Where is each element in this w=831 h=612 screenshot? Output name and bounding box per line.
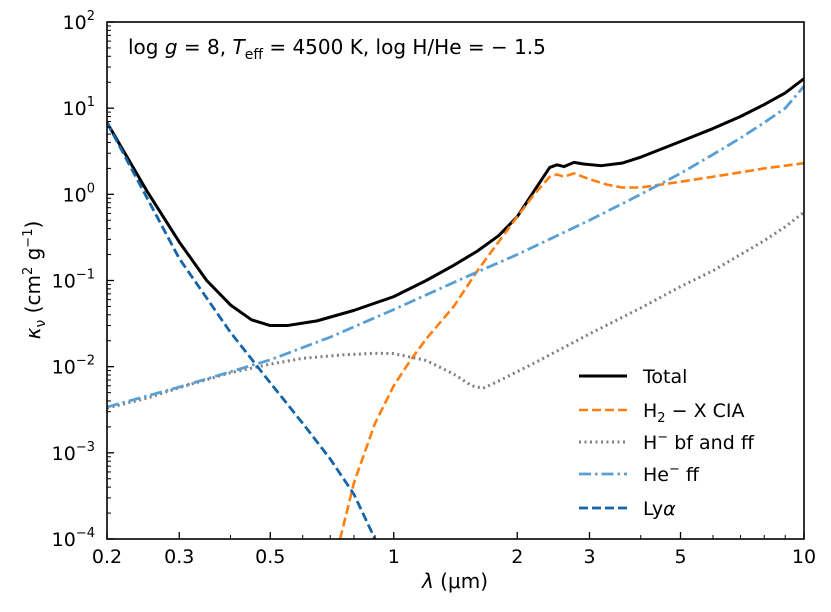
y-tick-label: 10−3: [52, 440, 95, 465]
legend-label-h2-cia: H2 − X CIA: [643, 400, 745, 426]
legend-label-hminus: H− bf and ff: [643, 430, 755, 454]
series-line-total: [107, 77, 804, 328]
x-tick-label: 10: [792, 546, 816, 568]
legend-label-total: Total: [642, 366, 687, 388]
x-tick-label: 5: [674, 546, 686, 568]
series-line-ly: [107, 121, 377, 539]
x-axis-label: λ (μm): [421, 569, 488, 593]
x-axis-ticks: 0.2 0.3 0.5 1 2 3 5 10: [92, 532, 816, 568]
y-tick-label: 10−2: [52, 354, 95, 379]
legend-label-lya: Lyα: [643, 498, 676, 520]
legend: Total H2 − X CIA H− bf and ff He− ff Lyα: [579, 366, 755, 520]
series-line-h2-x-cia: [338, 161, 804, 539]
x-tick-label: 0.2: [92, 546, 122, 568]
y-tick-label: 102: [63, 9, 95, 34]
series-layer: [107, 77, 804, 539]
annotation-text: log g = 8, Teff = 4500 K, log H/He = − 1…: [128, 35, 546, 63]
y-tick-label: 100: [63, 181, 95, 206]
x-tick-label: 3: [583, 546, 595, 568]
y-tick-label: 101: [63, 95, 95, 120]
x-tick-label: 2: [511, 546, 523, 568]
series-line-he-ff: [107, 85, 804, 409]
x-tick-label: 1: [388, 546, 400, 568]
y-tick-label: 10−1: [52, 268, 95, 293]
x-tick-label: 0.3: [164, 546, 194, 568]
y-axis-label: κν (cm2 g−1): [21, 221, 49, 340]
x-tick-label: 0.5: [255, 546, 285, 568]
legend-label-heminus: He− ff: [643, 462, 700, 486]
y-axis-ticks: 10−4 10−3 10−2 10−1 100 101 102: [52, 9, 114, 551]
y-tick-label: 10−4: [52, 526, 95, 551]
